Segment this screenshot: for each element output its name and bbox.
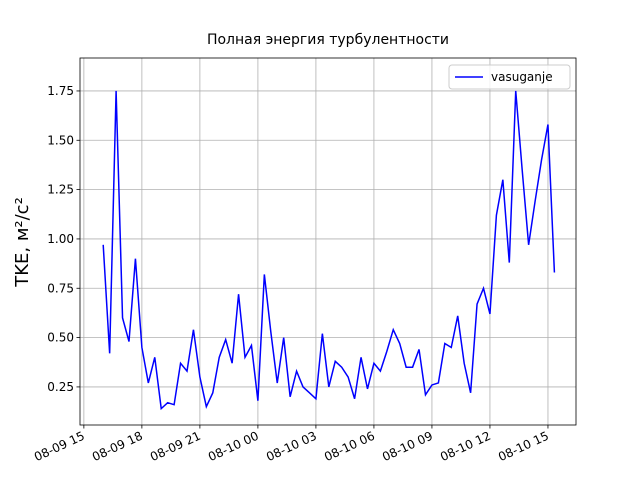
y-axis-label: TKE, м²/с² <box>12 197 33 288</box>
y-tick-label: 1.00 <box>47 232 74 246</box>
data-line <box>102 90 556 411</box>
plot-frame <box>79 57 577 426</box>
y-tick-label: 1.75 <box>47 84 74 98</box>
legend: vasuganje <box>448 64 571 90</box>
y-tick-label: 1.50 <box>47 133 74 147</box>
y-tick-label: 0.75 <box>47 281 74 295</box>
legend-label: vasuganje <box>491 70 553 84</box>
legend-box <box>448 64 571 90</box>
y-tick-label: 1.25 <box>47 183 74 197</box>
chart-title: Полная энергия турбулентности <box>207 32 449 48</box>
y-tick-label: 0.25 <box>47 380 74 394</box>
y-tick-label: 0.50 <box>47 331 74 345</box>
